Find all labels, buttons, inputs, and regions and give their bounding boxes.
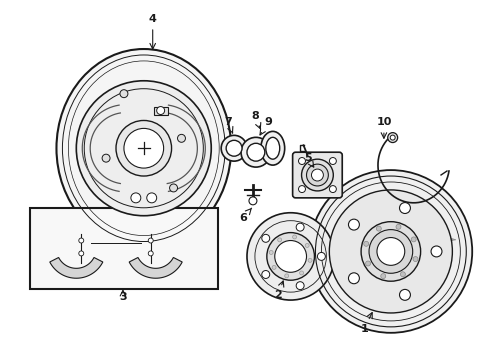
- Circle shape: [102, 154, 110, 162]
- Circle shape: [156, 107, 164, 114]
- Circle shape: [120, 90, 128, 98]
- Circle shape: [360, 222, 420, 281]
- Text: 7: 7: [224, 117, 232, 133]
- Circle shape: [296, 282, 304, 290]
- Circle shape: [412, 257, 417, 262]
- Circle shape: [221, 135, 246, 161]
- Circle shape: [76, 81, 211, 216]
- Circle shape: [410, 237, 415, 242]
- Polygon shape: [50, 257, 102, 278]
- Circle shape: [246, 213, 334, 300]
- Circle shape: [274, 240, 306, 272]
- Circle shape: [348, 273, 359, 284]
- Bar: [153, 107, 167, 114]
- Circle shape: [376, 238, 404, 265]
- Circle shape: [305, 243, 308, 247]
- Circle shape: [329, 186, 336, 193]
- Text: 2: 2: [273, 281, 283, 300]
- Circle shape: [269, 251, 273, 255]
- Text: 5: 5: [303, 153, 313, 167]
- Circle shape: [277, 238, 281, 242]
- Circle shape: [241, 137, 270, 167]
- Text: 9: 9: [260, 117, 271, 135]
- Circle shape: [298, 186, 305, 193]
- Ellipse shape: [260, 131, 284, 165]
- Circle shape: [123, 129, 163, 168]
- Circle shape: [348, 219, 359, 230]
- Circle shape: [380, 274, 385, 279]
- Ellipse shape: [265, 137, 279, 159]
- Circle shape: [317, 252, 325, 260]
- Ellipse shape: [56, 49, 231, 247]
- Circle shape: [399, 203, 409, 213]
- Circle shape: [292, 235, 296, 239]
- Circle shape: [261, 270, 269, 278]
- Circle shape: [116, 121, 171, 176]
- Circle shape: [296, 223, 304, 231]
- Polygon shape: [129, 257, 182, 278]
- Circle shape: [299, 271, 303, 275]
- Circle shape: [309, 170, 471, 333]
- Circle shape: [363, 241, 368, 246]
- Text: 4: 4: [148, 14, 156, 49]
- Circle shape: [329, 158, 336, 165]
- Circle shape: [261, 234, 269, 242]
- Circle shape: [225, 140, 242, 156]
- Circle shape: [79, 251, 83, 256]
- Circle shape: [177, 134, 185, 142]
- Circle shape: [266, 233, 314, 280]
- Circle shape: [430, 246, 441, 257]
- Text: 8: 8: [250, 111, 260, 129]
- Circle shape: [400, 272, 405, 277]
- Circle shape: [365, 261, 370, 266]
- Circle shape: [376, 226, 381, 231]
- Circle shape: [246, 143, 264, 161]
- Circle shape: [298, 158, 305, 165]
- Text: 6: 6: [239, 208, 251, 223]
- Circle shape: [368, 230, 412, 273]
- Text: 3: 3: [119, 289, 126, 302]
- Circle shape: [148, 251, 153, 256]
- Circle shape: [395, 224, 400, 229]
- Circle shape: [271, 265, 276, 269]
- Text: 10: 10: [375, 117, 391, 138]
- Bar: [30, 208, 218, 289]
- Circle shape: [307, 258, 311, 262]
- Circle shape: [399, 289, 409, 300]
- Circle shape: [146, 193, 156, 203]
- Circle shape: [328, 190, 451, 313]
- Circle shape: [389, 135, 394, 140]
- Circle shape: [284, 274, 288, 278]
- Circle shape: [131, 193, 141, 203]
- Circle shape: [148, 238, 153, 243]
- Text: 1: 1: [360, 312, 371, 334]
- Circle shape: [387, 132, 397, 143]
- Circle shape: [301, 159, 333, 191]
- Circle shape: [306, 164, 327, 186]
- FancyBboxPatch shape: [292, 152, 342, 198]
- Circle shape: [169, 184, 177, 192]
- Circle shape: [248, 197, 256, 205]
- Circle shape: [311, 169, 323, 181]
- Circle shape: [79, 238, 83, 243]
